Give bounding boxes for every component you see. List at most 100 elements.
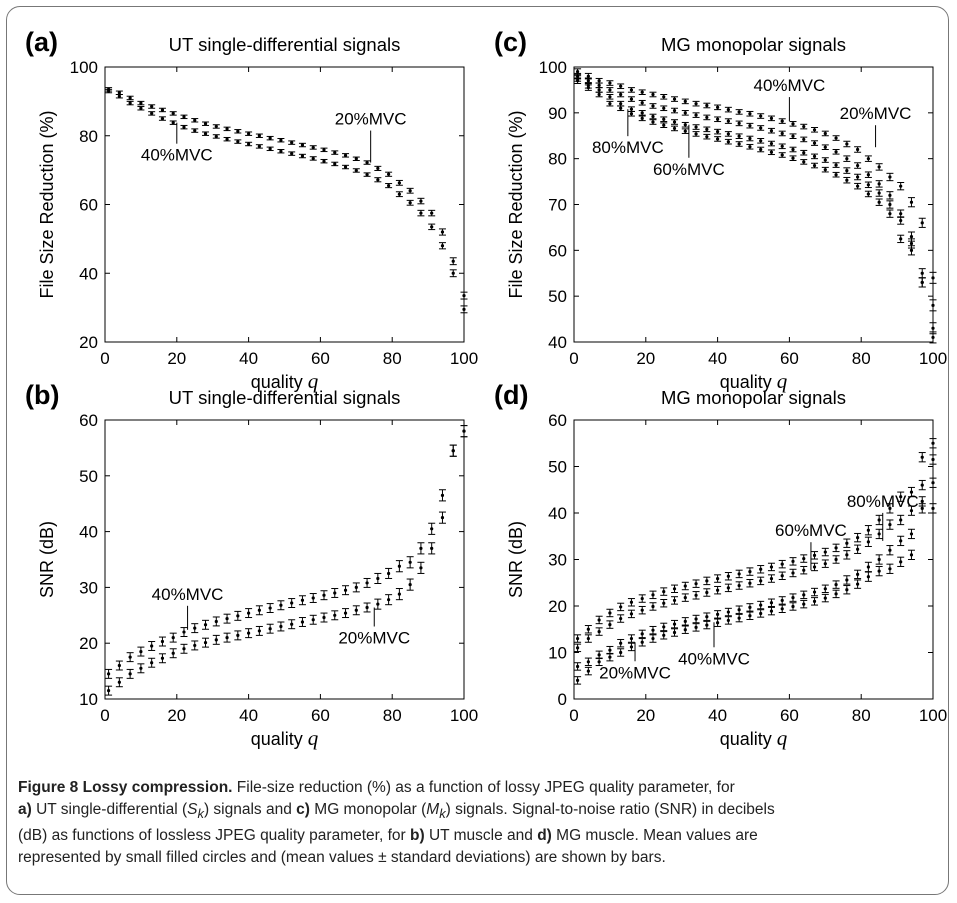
data-point	[322, 615, 326, 620]
data-point	[387, 571, 391, 576]
data-point	[705, 623, 709, 627]
data-point	[106, 689, 111, 693]
data-point	[823, 587, 827, 591]
data-point	[856, 163, 860, 168]
annotation-label: 40%MVC	[678, 649, 750, 668]
data-point	[640, 596, 644, 601]
data-point	[856, 184, 860, 188]
data-point	[236, 614, 240, 618]
y-tick-label: 20	[79, 333, 98, 352]
data-point	[759, 114, 763, 118]
annotation-label: 60%MVC	[775, 521, 847, 540]
data-point	[597, 653, 601, 657]
data-point	[462, 307, 466, 311]
data-point	[322, 148, 326, 152]
y-tick-label: 60	[79, 411, 98, 430]
y-tick-label: 40	[79, 523, 98, 542]
data-point	[640, 632, 644, 636]
data-point	[877, 569, 881, 573]
data-point	[311, 145, 315, 150]
data-point	[705, 135, 709, 139]
x-axis-label-b: quality q	[251, 726, 319, 750]
data-point	[888, 175, 892, 179]
data-point	[586, 636, 590, 641]
data-point	[160, 639, 165, 644]
data-point	[899, 518, 903, 522]
data-point	[279, 149, 283, 153]
data-point	[462, 429, 466, 433]
data-point	[845, 178, 849, 182]
data-point	[726, 586, 730, 590]
data-point	[247, 611, 251, 615]
caption-line-2c: MG monopolar (	[314, 801, 427, 818]
data-point	[845, 168, 849, 173]
data-point	[333, 150, 337, 155]
x-tick-label: 40	[708, 349, 727, 368]
data-point	[408, 560, 412, 564]
y-tick-label: 10	[548, 644, 567, 663]
y-tick-label: 90	[548, 104, 567, 123]
data-point	[726, 618, 730, 623]
data-point	[888, 212, 892, 216]
caption-panel-b-ref: b)	[409, 827, 425, 845]
data-point	[629, 600, 634, 604]
data-point	[333, 162, 337, 166]
data-point	[780, 607, 784, 611]
data-point	[629, 107, 634, 111]
data-point	[171, 651, 175, 655]
data-point	[376, 576, 380, 581]
data-point	[759, 126, 763, 130]
data-point	[311, 156, 315, 161]
data-point	[322, 159, 326, 163]
data-point	[909, 248, 914, 252]
data-point	[683, 129, 687, 133]
data-point	[726, 119, 730, 123]
data-point	[705, 103, 709, 108]
x-axis-label-text: quality	[720, 729, 777, 749]
x-tick-label: 40	[239, 349, 258, 368]
x-tick-label: 60	[311, 706, 330, 725]
caption-mk-subscript: k	[439, 806, 446, 822]
data-point	[247, 142, 251, 146]
data-point	[608, 655, 612, 659]
data-point	[376, 166, 380, 171]
data-point	[290, 141, 294, 145]
data-point	[888, 202, 892, 207]
caption-panel-d-ref: d)	[537, 827, 552, 845]
y-axis-label-b: SNR (dB)	[37, 521, 57, 598]
data-point	[802, 593, 806, 597]
data-point	[586, 669, 590, 673]
figure-caption: Figure 8 Lossy compression. File-size re…	[18, 777, 938, 869]
data-point	[769, 150, 774, 154]
data-point	[608, 611, 612, 615]
data-point	[834, 557, 838, 562]
data-point	[791, 134, 795, 138]
data-point	[290, 601, 294, 605]
data-point	[931, 441, 935, 445]
caption-line-3a: (dB) as functions of lossless JPEG quali…	[18, 827, 406, 845]
data-point	[866, 157, 870, 161]
data-point	[899, 539, 903, 543]
data-point	[726, 140, 730, 144]
data-point	[737, 616, 741, 620]
data-point	[866, 192, 870, 196]
data-point	[888, 193, 892, 197]
x-tick-label: 20	[167, 706, 186, 725]
data-point	[236, 139, 240, 144]
data-point	[608, 648, 612, 652]
data-point	[290, 152, 294, 156]
data-point	[408, 189, 412, 193]
panel-label-d: (d)	[494, 380, 528, 410]
data-point	[812, 553, 817, 557]
data-point	[705, 127, 709, 131]
data-point	[640, 111, 644, 115]
data-point	[662, 633, 666, 637]
x-axis-label-text: quality	[251, 372, 308, 392]
caption-mk-symbol: M	[426, 801, 440, 818]
data-point	[737, 142, 741, 146]
data-point	[931, 326, 935, 330]
data-point	[812, 128, 817, 132]
data-point	[823, 145, 827, 149]
data-point	[128, 672, 132, 676]
